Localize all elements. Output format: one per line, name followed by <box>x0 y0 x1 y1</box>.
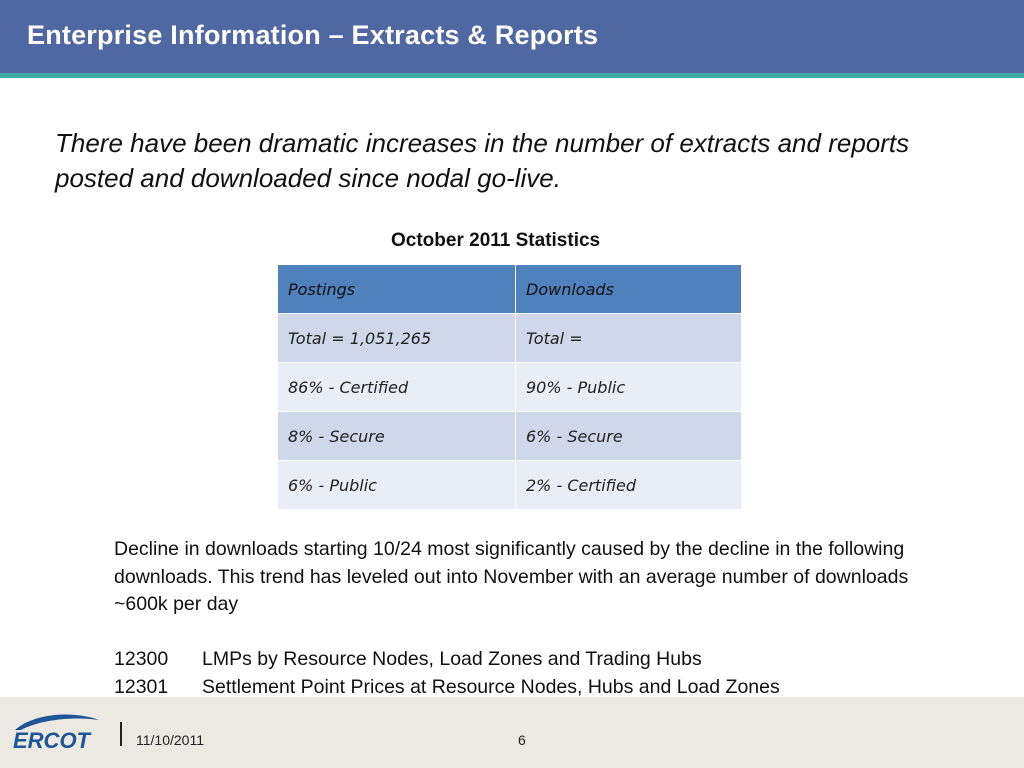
list-item: 12300 LMPs by Resource Nodes, Load Zones … <box>114 646 914 674</box>
table-cell: 2% - Certified <box>515 460 742 510</box>
footer-separator <box>120 722 122 746</box>
ercot-logo: ERCOT <box>13 714 99 752</box>
table-cell: 86% - Certified <box>277 362 516 412</box>
slide-title: Enterprise Information – Extracts & Repo… <box>27 20 599 50</box>
report-name: Settlement Point Prices at Resource Node… <box>202 675 780 698</box>
table-header-row: Postings Downloads <box>277 264 742 314</box>
intro-text: There have been dramatic increases in th… <box>55 128 910 193</box>
decline-text: Decline in downloads starting 10/24 most… <box>114 538 909 615</box>
table-row: 8% - Secure 6% - Secure <box>277 411 742 461</box>
list-item: 12301 Settlement Point Prices at Resource… <box>114 674 914 702</box>
downloads-list: 12300 LMPs by Resource Nodes, Load Zones … <box>114 646 914 701</box>
report-id: 12300 <box>114 648 169 670</box>
logo-text: ERCOT <box>13 728 92 752</box>
table-cell: Total = 1,051,265 <box>277 313 516 363</box>
table-row: 86% - Certified 90% - Public <box>277 362 742 412</box>
table-cell: 6% - Secure <box>515 411 742 461</box>
report-id: 12301 <box>114 675 169 698</box>
stats-heading: October 2011 Statistics <box>391 230 601 251</box>
title-bar <box>0 0 1024 73</box>
table-cell: 90% - Public <box>515 362 742 412</box>
page-number: 6 <box>518 732 526 748</box>
footer-band <box>0 697 1024 768</box>
table-cell: 6% - Public <box>277 460 516 510</box>
table-cell: 8% - Secure <box>277 411 516 461</box>
title-rule <box>0 73 1024 78</box>
footer-date: 11/10/2011 <box>136 732 204 748</box>
report-name: LMPs by Resource Nodes, Load Zones and T… <box>202 648 702 670</box>
column-header-downloads: Downloads <box>515 264 742 314</box>
stats-table: Postings Downloads Total = 1,051,265 Tot… <box>277 264 742 510</box>
table-row: 6% - Public 2% - Certified <box>277 460 742 510</box>
table-row: Total = 1,051,265 Total = <box>277 313 742 363</box>
column-header-postings: Postings <box>277 264 516 314</box>
table-cell: Total = <box>515 313 742 363</box>
